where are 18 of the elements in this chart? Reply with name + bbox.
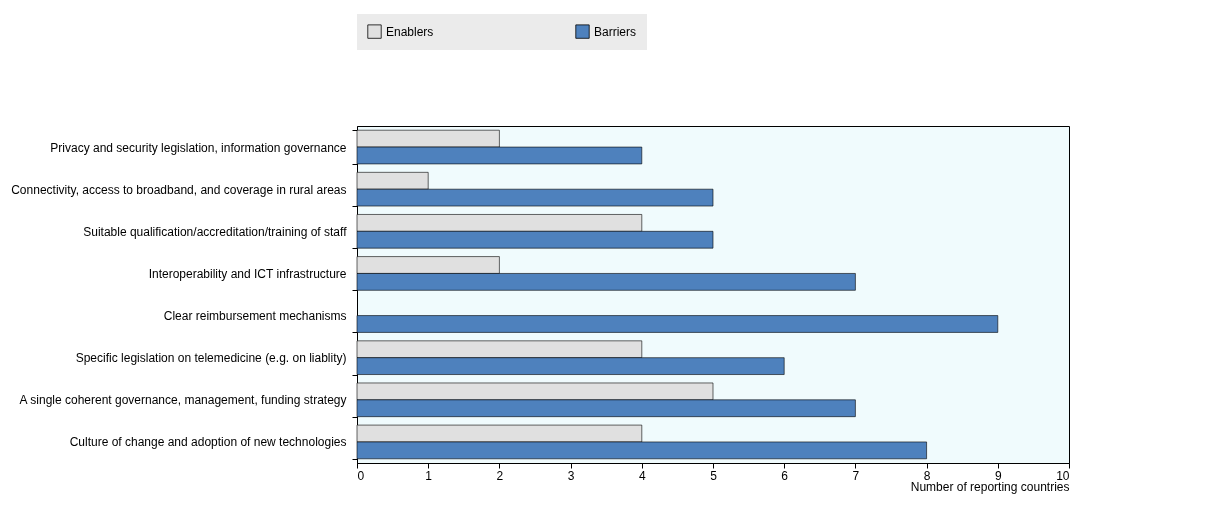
x-tick-label: 3 [567,468,575,483]
x-tick-label: 5 [710,468,718,483]
y-tick-label: Culture of change and adoption of new technologies [69,435,347,450]
y-tick-label: Connectivity, access to broadband, and coverage in rural areas [11,182,347,197]
x-tick-label: 1 [425,468,433,483]
legend-label: Enablers [386,24,434,39]
x-tick-label: 4 [638,468,646,483]
y-tick-label: Suitable qualification/accreditation/training of staff [83,224,348,239]
x-tick-label: 6 [781,468,789,483]
y-tick-label: Interoperability and ICT infrastructure [148,266,347,281]
x-tick-label: 2 [496,468,504,483]
y-tick-label: Clear reimbursement mechanisms [163,309,347,324]
y-tick-label: A single coherent governance, management, funding strategy [19,393,347,408]
y-tick-label: Specific legislation on telemedicine (e.g. on liablity) [75,351,347,366]
y-tick-label: Privacy and security legislation, information governance [50,140,347,155]
legend-label: Barriers [594,24,637,39]
x-tick-label: 0 [357,468,365,483]
x-tick-label: 7 [852,468,860,483]
